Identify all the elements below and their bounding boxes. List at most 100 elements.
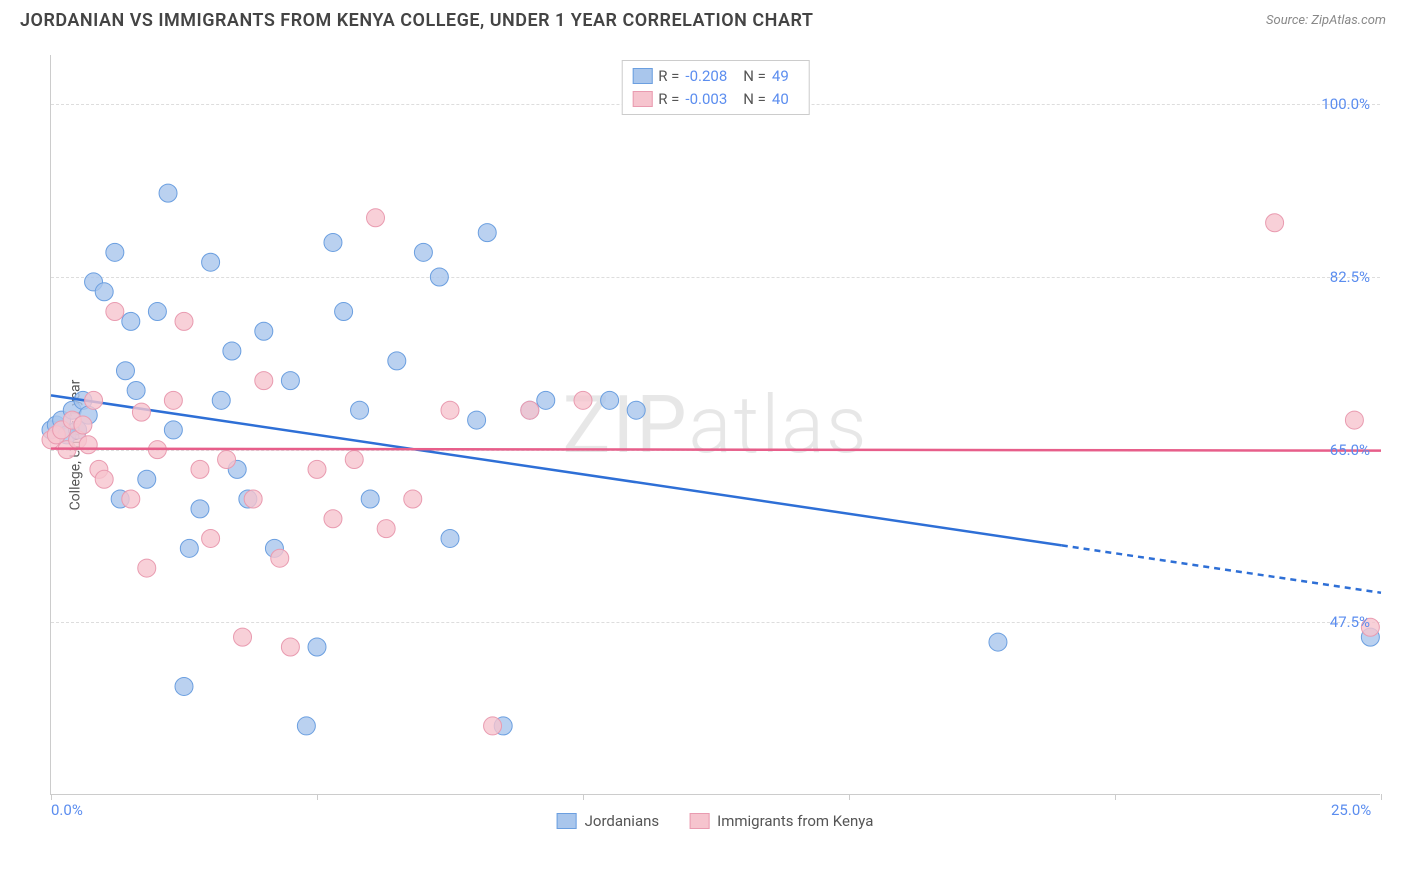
scatter-point — [85, 391, 103, 409]
x-tick-mark — [1115, 794, 1116, 800]
scatter-point — [202, 253, 220, 271]
x-tick-mark — [51, 794, 52, 800]
x-tick-label-max: 25.0% — [1331, 801, 1371, 819]
swatch-kenya-bottom — [689, 813, 709, 829]
r-label-2: R = — [658, 88, 679, 111]
legend-row-2: R = -0.003 N = 40 — [632, 88, 799, 111]
scatter-point — [377, 520, 395, 538]
scatter-point — [127, 381, 145, 399]
legend-row-1: R = -0.208 N = 49 — [632, 65, 799, 88]
scatter-point — [297, 717, 315, 735]
scatter-point — [191, 500, 209, 518]
scatter-point — [74, 416, 92, 434]
y-tick-label: 82.5% — [1330, 268, 1370, 286]
scatter-point — [212, 391, 230, 409]
n-label-2: N = — [743, 88, 766, 111]
scatter-point — [468, 411, 486, 429]
legend-label-kenya: Immigrants from Kenya — [717, 812, 873, 830]
scatter-point — [308, 638, 326, 656]
y-tick-label: 47.5% — [1330, 613, 1370, 631]
chart-title: JORDANIAN VS IMMIGRANTS FROM KENYA COLLE… — [20, 10, 813, 31]
n-value-2: 40 — [772, 88, 789, 111]
scatter-point — [164, 421, 182, 439]
scatter-point — [441, 401, 459, 419]
scatter-point — [601, 391, 619, 409]
source-label: Source: ZipAtlas.com — [1266, 13, 1386, 28]
scatter-point — [388, 352, 406, 370]
scatter-point — [1345, 411, 1363, 429]
scatter-point — [202, 529, 220, 547]
scatter-point — [430, 268, 448, 286]
scatter-point — [175, 677, 193, 695]
scatter-point — [175, 312, 193, 330]
r-value-1: -0.208 — [685, 65, 727, 88]
scatter-point — [122, 490, 140, 508]
scatter-point — [79, 436, 97, 454]
swatch-jordanians-bottom — [557, 813, 577, 829]
scatter-svg — [51, 55, 1380, 794]
scatter-point — [627, 401, 645, 419]
scatter-point — [159, 184, 177, 202]
scatter-point — [537, 391, 555, 409]
x-tick-mark — [1381, 794, 1382, 800]
regression-line-dashed — [1062, 545, 1381, 592]
scatter-point — [106, 243, 124, 261]
scatter-point — [441, 529, 459, 547]
legend-label-jordanians: Jordanians — [585, 812, 660, 830]
correlation-legend: R = -0.208 N = 49 R = -0.003 N = 40 — [621, 60, 810, 115]
scatter-point — [122, 312, 140, 330]
scatter-point — [281, 372, 299, 390]
y-tick-label: 100.0% — [1321, 95, 1370, 113]
scatter-point — [180, 539, 198, 557]
n-label-1: N = — [743, 65, 766, 88]
y-tick-label: 65.0% — [1330, 441, 1370, 459]
swatch-jordanians — [632, 68, 652, 84]
scatter-point — [351, 401, 369, 419]
scatter-point — [255, 322, 273, 340]
scatter-point — [138, 470, 156, 488]
scatter-point — [95, 283, 113, 301]
scatter-point — [324, 233, 342, 251]
x-tick-mark — [317, 794, 318, 800]
scatter-point — [404, 490, 422, 508]
scatter-point — [271, 549, 289, 567]
scatter-point — [255, 372, 273, 390]
scatter-point — [164, 391, 182, 409]
scatter-point — [478, 224, 496, 242]
scatter-point — [414, 243, 432, 261]
scatter-point — [116, 362, 134, 380]
r-value-2: -0.003 — [685, 88, 727, 111]
scatter-point — [218, 451, 236, 469]
scatter-point — [244, 490, 262, 508]
legend-item-jordanians: Jordanians — [557, 812, 660, 830]
regression-line — [51, 449, 1381, 451]
plot-area: ZIPatlas R = -0.208 N = 49 R = -0.003 N … — [50, 55, 1380, 795]
scatter-point — [106, 303, 124, 321]
scatter-point — [223, 342, 241, 360]
scatter-point — [138, 559, 156, 577]
scatter-point — [1266, 214, 1284, 232]
scatter-point — [361, 490, 379, 508]
header: JORDANIAN VS IMMIGRANTS FROM KENYA COLLE… — [0, 0, 1406, 31]
r-label-1: R = — [658, 65, 679, 88]
scatter-point — [484, 717, 502, 735]
scatter-point — [989, 633, 1007, 651]
scatter-point — [345, 451, 363, 469]
scatter-point — [191, 460, 209, 478]
x-tick-mark — [583, 794, 584, 800]
scatter-point — [281, 638, 299, 656]
series-legend: Jordanians Immigrants from Kenya — [557, 812, 874, 830]
scatter-point — [574, 391, 592, 409]
scatter-point — [308, 460, 326, 478]
n-value-1: 49 — [772, 65, 789, 88]
scatter-point — [132, 403, 150, 421]
legend-item-kenya: Immigrants from Kenya — [689, 812, 873, 830]
chart-container: College, Under 1 year ZIPatlas R = -0.20… — [50, 55, 1380, 835]
x-tick-mark — [849, 794, 850, 800]
scatter-point — [324, 510, 342, 528]
scatter-point — [234, 628, 252, 646]
x-tick-label-min: 0.0% — [51, 801, 83, 819]
scatter-point — [521, 401, 539, 419]
scatter-point — [148, 303, 166, 321]
scatter-point — [335, 303, 353, 321]
